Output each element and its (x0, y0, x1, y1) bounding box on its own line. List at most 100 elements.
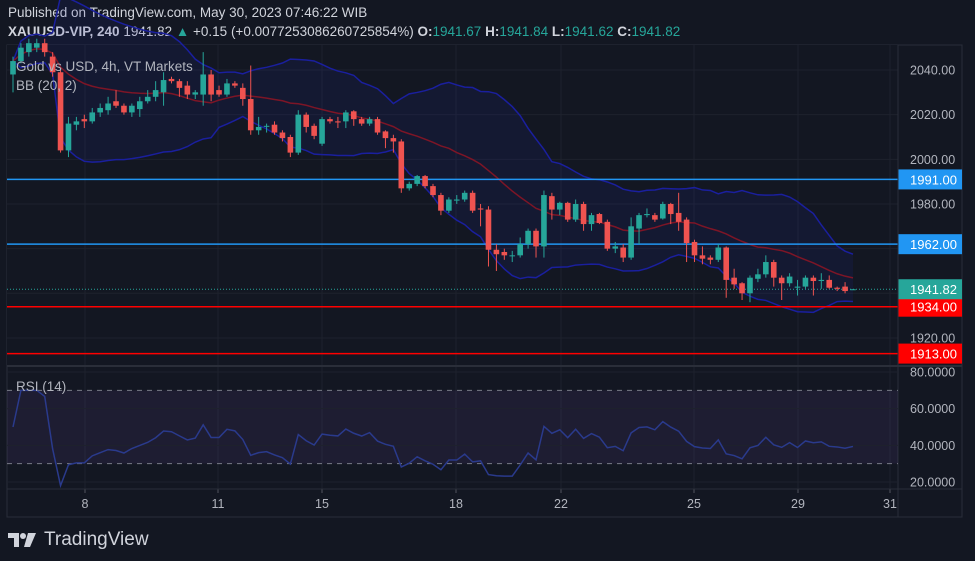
candle-body (572, 203, 579, 220)
price-tick-label: 1980.00 (910, 197, 955, 211)
candle-body (826, 279, 833, 288)
candle-body (41, 43, 48, 53)
candle-body (279, 132, 286, 139)
time-tick-label: 18 (449, 497, 463, 511)
candle-body (398, 141, 405, 189)
level-price-tag-label: 1934.00 (910, 300, 957, 315)
level-price-tag (898, 169, 962, 190)
candle-body (691, 241, 698, 256)
candle-body (26, 43, 32, 53)
candle-body (620, 247, 626, 258)
candle-body (271, 124, 278, 133)
price-change: +0.15 (+0.0077253086260725854%) (193, 24, 414, 39)
candle-body (350, 111, 357, 120)
candle-body (129, 105, 135, 113)
candle-body (65, 123, 72, 151)
candle-body (644, 214, 650, 216)
price-tick-label: 2020.00 (910, 108, 955, 122)
candle-body (263, 125, 270, 127)
candle-body (723, 247, 730, 280)
candle-body (33, 43, 40, 48)
level-price-tag-label: 1913.00 (910, 347, 957, 362)
candle-body (580, 203, 587, 225)
candle-body (192, 92, 199, 95)
tradingview-logo: TradingView (8, 529, 149, 551)
candle-body (18, 47, 24, 62)
rsi-tick-label: 40.0000 (910, 439, 955, 453)
candle-body (57, 72, 64, 151)
symbol-name[interactable]: XAUUSD-VIP, 240 (8, 24, 120, 39)
candle-body (660, 203, 666, 219)
candle-body (747, 277, 753, 294)
candle-body (414, 176, 420, 184)
candle-body (430, 186, 436, 196)
candle-body (739, 283, 745, 294)
candle-body (208, 74, 214, 95)
last-price-tag-label: 1941.82 (910, 282, 957, 297)
candle-body (802, 277, 809, 287)
candle-body (136, 101, 143, 110)
candle-body (255, 126, 262, 131)
level-price-tag (898, 343, 962, 364)
rsi-band-fill (7, 390, 898, 464)
low-label: L: (551, 24, 565, 39)
candle-body (319, 119, 325, 144)
candle-body (406, 183, 413, 189)
candle-body (343, 112, 349, 122)
candle-body (97, 107, 103, 113)
published-info: Published on TradingView.com, May 30, 20… (8, 5, 368, 20)
bb-indicator-legend[interactable]: BB (20, 2) (16, 78, 77, 93)
level-price-tag-label: 1962.00 (910, 237, 957, 252)
candle-body (168, 78, 175, 82)
candle-body (303, 114, 310, 127)
candle-body (564, 202, 571, 220)
candle-body (224, 83, 230, 95)
level-price-tag (898, 234, 962, 255)
candle-body (588, 215, 595, 225)
low-value: 1941.62 (564, 24, 614, 39)
candle-body (311, 125, 317, 136)
open-label: O: (417, 24, 433, 39)
candle-body (810, 277, 817, 282)
candle-body (327, 119, 333, 122)
candle-body (794, 286, 801, 288)
high-value: 1941.84 (499, 24, 549, 39)
last-price-tag (898, 279, 962, 300)
candle-body (144, 96, 151, 102)
candle-body (184, 85, 191, 95)
candle-body (755, 274, 761, 279)
bb-upper-line (12, 0, 854, 255)
candle-body (699, 255, 706, 259)
time-tick-label: 15 (315, 497, 329, 511)
candle-body (667, 203, 674, 215)
candle-body (176, 81, 183, 88)
rsi-tick-label: 20.0000 (910, 475, 955, 489)
candle-body (604, 221, 611, 249)
candle-body (113, 101, 119, 106)
candle-body (636, 215, 642, 229)
candle-body (509, 255, 516, 257)
candle-body (628, 226, 634, 258)
candle-body (374, 119, 381, 133)
time-tick-label: 29 (791, 497, 805, 511)
candle-body (240, 87, 246, 100)
candle-body (335, 121, 341, 123)
candle-body (216, 90, 222, 95)
chart-title-legend: Gold vs USD, 4h, VT Markets (16, 59, 193, 74)
level-price-tag-label: 1991.00 (910, 172, 957, 187)
time-tick-label: 11 (212, 497, 225, 511)
candle-body (770, 262, 777, 278)
time-tick-label: 31 (883, 497, 897, 511)
candle-body (556, 202, 563, 210)
rsi-indicator-legend[interactable]: RSI (14) (16, 379, 67, 394)
triangle-up-icon: ▲ (175, 24, 190, 39)
rsi-tick-label: 80.0000 (910, 366, 955, 380)
time-tick-label: 25 (687, 497, 701, 511)
tradingview-logo-icon (8, 533, 36, 547)
candle-body (287, 136, 294, 153)
candle-body (786, 276, 793, 284)
candle-body (358, 119, 365, 124)
candle-body (461, 192, 468, 200)
open-value: 1941.67 (432, 24, 482, 39)
